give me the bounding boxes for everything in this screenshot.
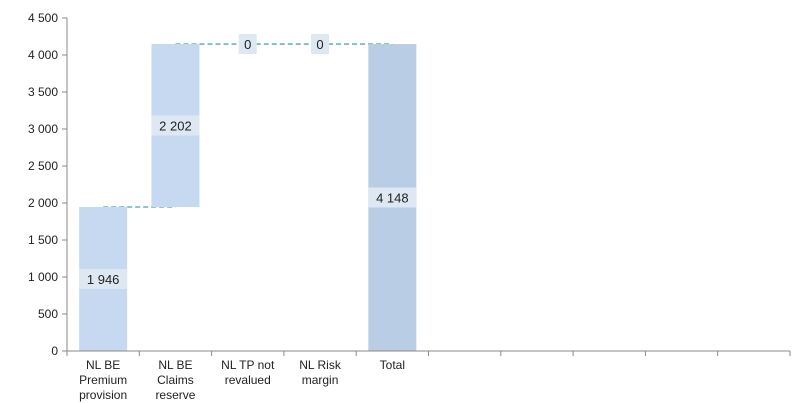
y-tick-label: 1 500 bbox=[28, 233, 58, 247]
y-axis: 0 500 1 000 1 500 2 000 2 500 3 000 3 500 4 000 4… bbox=[28, 11, 68, 358]
x-category-label: reserve bbox=[155, 388, 195, 402]
bars bbox=[79, 44, 417, 351]
data-label-box bbox=[368, 187, 417, 208]
y-tick-label: 3 000 bbox=[28, 122, 58, 136]
x-category-label: NL TP not bbox=[221, 358, 275, 372]
x-category-label: NL BE bbox=[86, 358, 120, 372]
y-tick-label: 0 bbox=[51, 344, 58, 358]
data-label-box bbox=[79, 268, 128, 289]
y-tick-label: 4 000 bbox=[28, 48, 58, 62]
data-label: 1 946 bbox=[87, 272, 120, 287]
x-category-label: margin bbox=[302, 373, 339, 387]
data-label: 0 bbox=[244, 37, 251, 52]
y-tick-label: 2 500 bbox=[28, 159, 58, 173]
data-label: 2 202 bbox=[159, 119, 192, 134]
data-label: 0 bbox=[316, 37, 323, 52]
data-label-box bbox=[151, 115, 200, 136]
data-label-box bbox=[238, 34, 257, 55]
data-label-box bbox=[311, 34, 330, 55]
x-category-label: Total bbox=[380, 358, 405, 372]
x-category-label: revalued bbox=[225, 373, 271, 387]
connector-lines bbox=[103, 43, 393, 208]
y-tick-label: 2 000 bbox=[28, 196, 58, 210]
y-tick-label: 4 500 bbox=[28, 11, 58, 25]
y-tick-label: 3 500 bbox=[28, 85, 58, 99]
data-labels: 1 946 2 202 0 0 4 148 bbox=[79, 34, 417, 289]
data-label: 4 148 bbox=[376, 191, 409, 206]
x-category-label: Premium bbox=[79, 373, 127, 387]
y-tick-label: 1 000 bbox=[28, 270, 58, 284]
x-category-label: Claims bbox=[157, 373, 194, 387]
x-category-label: NL BE bbox=[158, 358, 192, 372]
y-tick-label: 500 bbox=[38, 307, 58, 321]
x-category-label: provision bbox=[79, 388, 127, 402]
x-category-label: NL Risk bbox=[299, 358, 342, 372]
